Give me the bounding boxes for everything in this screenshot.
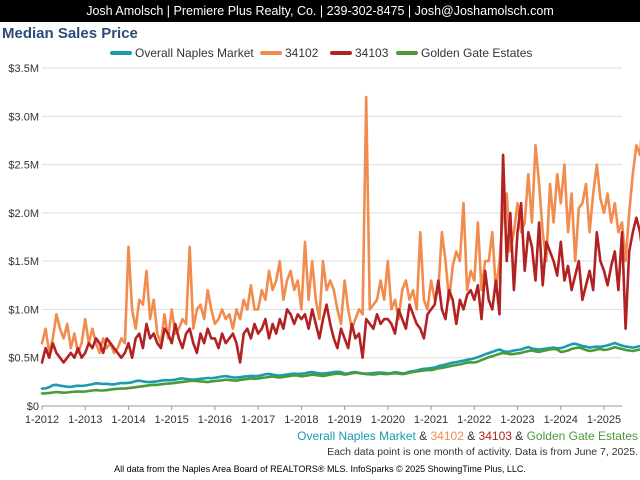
chart-title: Median Sales Price: [2, 25, 138, 42]
x-tick-label: 1-2015: [155, 414, 189, 426]
y-tick-label: $0: [27, 401, 39, 413]
caption-34103: 34103: [478, 429, 512, 443]
x-tick-label: 1-2017: [241, 414, 275, 426]
caption-amp: &: [463, 429, 479, 443]
y-axis: $0 $0.5M $1.0M $1.5M $2.0M $2.5M $3.0M $3.5M: [8, 63, 39, 413]
x-axis: 1-2012 1-2013 1-2014 1-2015 1-2016 1-2017 1-20…: [25, 406, 621, 426]
x-tick-label: 1-2013: [68, 414, 102, 426]
y-tick-label: $1.5M: [8, 256, 39, 268]
caption-amp: &: [415, 429, 431, 443]
x-tick-label: 1-2024: [544, 414, 578, 426]
x-tick-label: 1-2025: [587, 414, 621, 426]
x-tick-label: 1-2018: [284, 414, 318, 426]
y-tick-label: $3.0M: [8, 111, 39, 123]
caption-amp: &: [511, 429, 527, 443]
chart-gridlines: [42, 67, 622, 407]
y-tick-label: $0.5M: [8, 353, 39, 365]
median-sales-price-chart: Overall Naples Market 34102 34103 Golden Ga…: [8, 46, 640, 426]
caption-golden-gate: Golden Gate Estates: [526, 429, 638, 443]
x-tick-label: 1-2012: [25, 414, 59, 426]
series-line-golden-gate-estates: [40, 345, 640, 395]
caption-34102: 34102: [430, 429, 464, 443]
legend-label: 34102: [285, 46, 319, 60]
x-tick-label: 1-2022: [457, 414, 491, 426]
legend-label: Overall Naples Market: [135, 46, 254, 60]
series-caption: Overall Naples Market & 34102 & 34103 & …: [297, 429, 638, 443]
data-note: Each data point is one month of activity…: [327, 446, 638, 458]
x-tick-label: 1-2021: [414, 414, 448, 426]
caption-overall-naples: Overall Naples Market: [297, 429, 416, 443]
chart-legend: Overall Naples Market 34102 34103 Golden Ga…: [110, 46, 532, 60]
x-tick-label: 1-2016: [198, 414, 232, 426]
source-footer: All data from the Naples Area Board of R…: [114, 464, 526, 474]
chart-series-lines: [40, 95, 640, 395]
y-tick-label: $2.0M: [8, 208, 39, 220]
x-tick-label: 1-2014: [111, 414, 145, 426]
x-tick-label: 1-2023: [500, 414, 534, 426]
y-tick-label: $1.0M: [8, 304, 39, 316]
series-line-34103: [40, 153, 640, 364]
y-tick-label: $2.5M: [8, 160, 39, 172]
contact-banner: Josh Amolsch | Premiere Plus Realty, Co.…: [0, 0, 640, 22]
y-tick-label: $3.5M: [8, 63, 39, 75]
contact-banner-text: Josh Amolsch | Premiere Plus Realty, Co.…: [86, 4, 554, 18]
x-tick-label: 1-2020: [371, 414, 405, 426]
legend-label: Golden Gate Estates: [421, 46, 532, 60]
x-tick-label: 1-2019: [327, 414, 361, 426]
legend-label: 34103: [355, 46, 389, 60]
series-line-34102: [40, 95, 640, 355]
